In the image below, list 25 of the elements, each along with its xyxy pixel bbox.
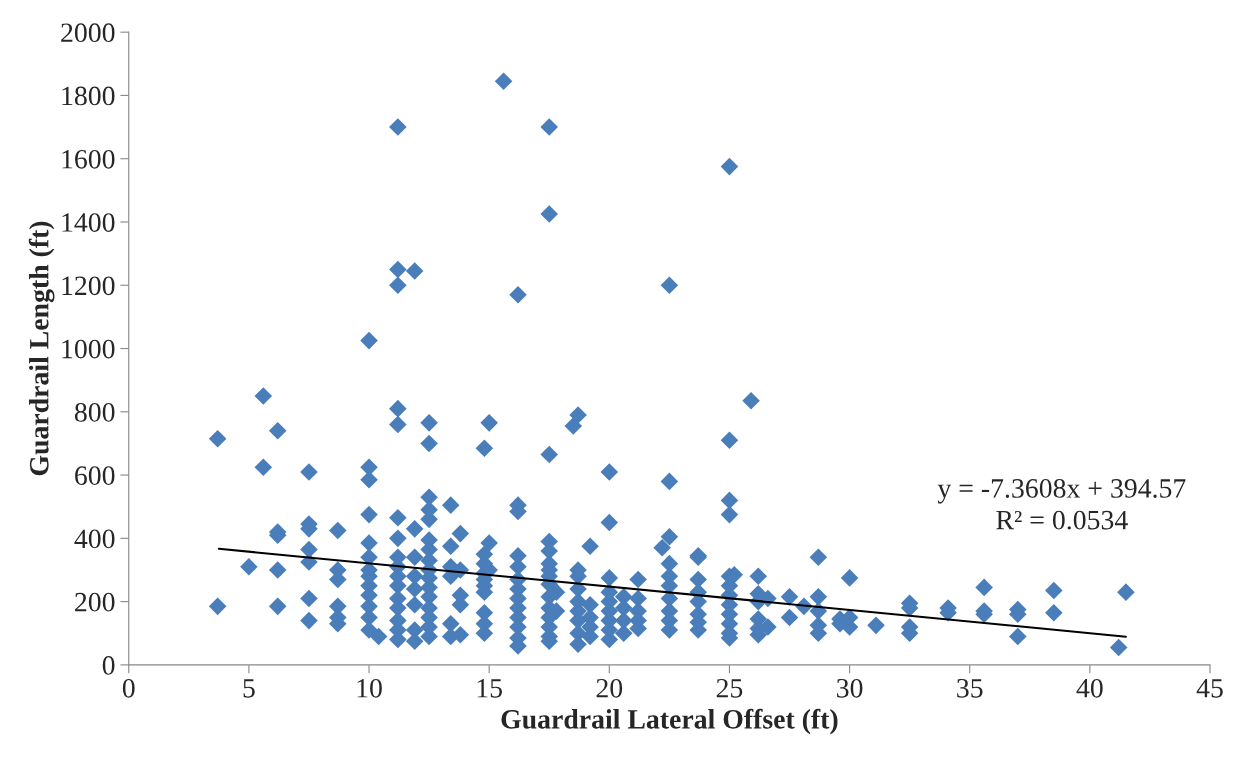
y-tick-label: 1600: [62, 149, 115, 169]
y-tick-label: 800: [74, 402, 115, 422]
y-tick-label: 1800: [62, 86, 115, 106]
x-tick-label: 25: [716, 678, 743, 698]
y-tick-label: 200: [75, 592, 115, 612]
y-tick-label: 1000: [62, 339, 115, 359]
x-tick-label: 10: [357, 678, 382, 698]
y-tick-label: 400: [74, 529, 115, 549]
y-tick-label: 1400: [62, 213, 115, 232]
x-tick-label: 35: [957, 678, 983, 698]
x-tick-label: 0: [122, 678, 135, 698]
x-tick-label: 30: [837, 678, 863, 698]
x-tick-label: 45: [1196, 679, 1223, 698]
x-axis-title: Guardrail Lateral Offset (ft): [501, 708, 838, 735]
annotation: R² = 0.0534: [996, 510, 1128, 530]
y-tick-label: 1200: [62, 276, 115, 296]
x-tick-label: 5: [243, 679, 255, 698]
y-axis-title: Guardrail Length (ft): [28, 221, 55, 476]
y-tick-label: 0: [102, 656, 115, 675]
x-tick-label: 40: [1076, 678, 1103, 698]
y-tick-label: 2000: [61, 23, 115, 43]
annotation: y = -7.3608x + 394.57: [937, 479, 1186, 504]
y-tick-label: 600: [75, 466, 115, 485]
x-tick-label: 20: [596, 678, 623, 698]
x-tick-label: 15: [477, 679, 502, 698]
